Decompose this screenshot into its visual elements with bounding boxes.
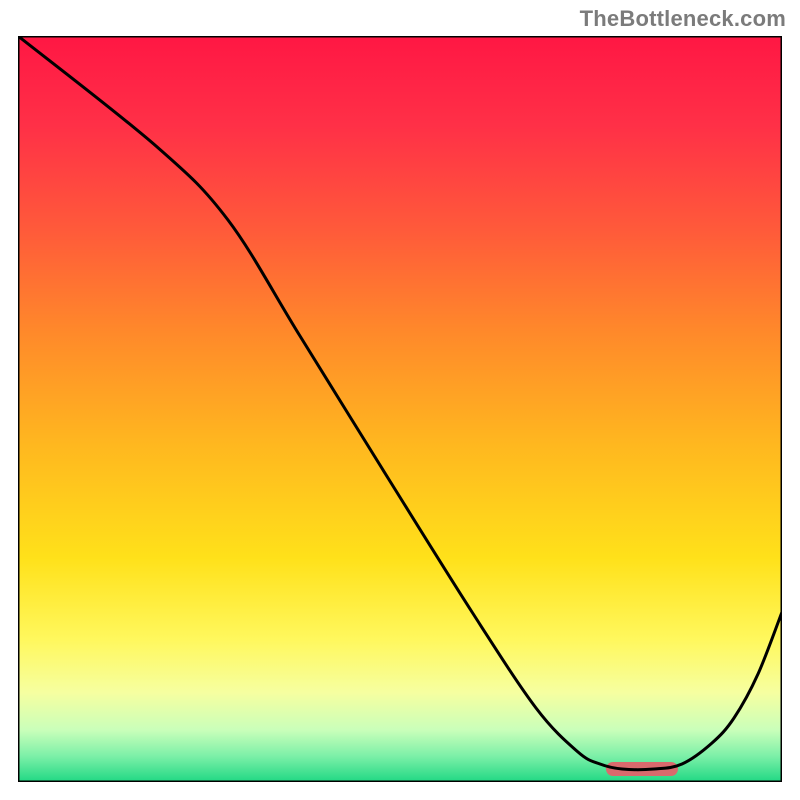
figure-root: TheBottleneck.com	[0, 0, 800, 800]
plot-area	[18, 36, 782, 782]
chart-svg	[18, 36, 782, 782]
watermark-label: TheBottleneck.com	[580, 6, 786, 32]
chart-background	[18, 36, 782, 782]
